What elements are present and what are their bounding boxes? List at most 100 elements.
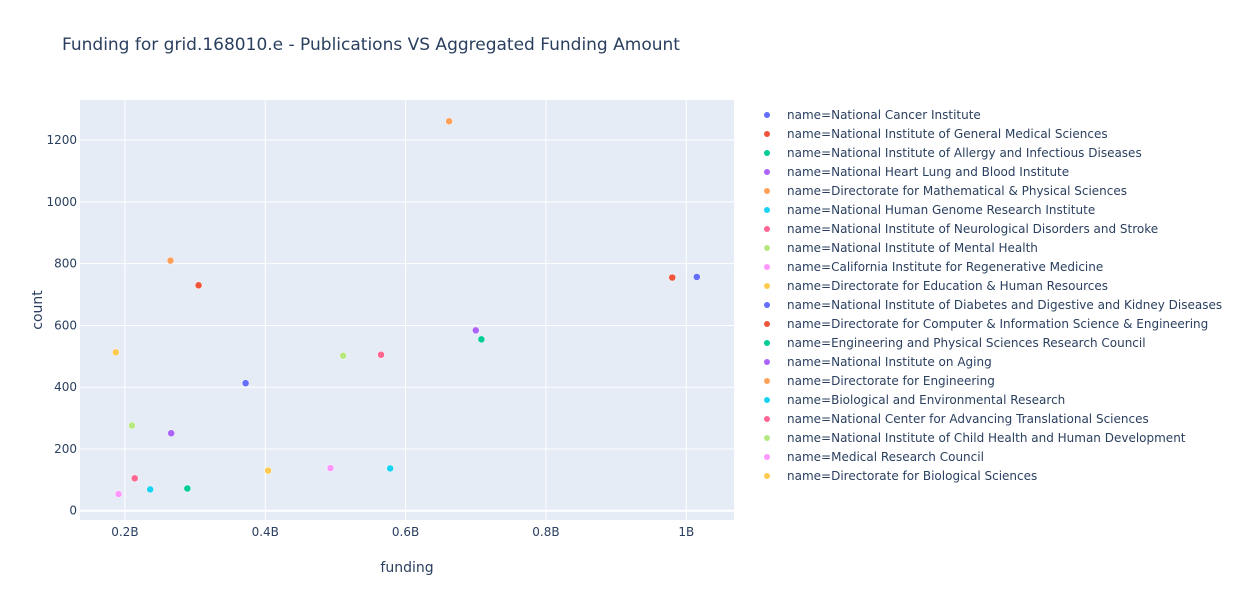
legend-item[interactable]: name=Directorate for Computer & Informat… (764, 317, 1208, 331)
legend-item[interactable]: name=National Institute of Child Health … (764, 431, 1186, 445)
legend-label: name=Medical Research Council (787, 450, 984, 464)
legend-label: name=National Center for Advancing Trans… (787, 412, 1149, 426)
legend-label: name=National Institute of Allergy and I… (787, 146, 1142, 160)
legend-item[interactable]: name=Engineering and Physical Sciences R… (764, 336, 1146, 350)
legend-label: name=Directorate for Computer & Informat… (787, 317, 1208, 331)
legend-label: name=Directorate for Mathematical & Phys… (787, 184, 1127, 198)
legend-label: name=National Institute of Child Health … (787, 431, 1186, 445)
legend-marker (764, 416, 770, 422)
legend-label: name=National Cancer Institute (787, 108, 981, 122)
legend-marker (764, 340, 770, 346)
legend-marker (764, 169, 770, 175)
axis-ticks: 0 200 400 600 800 1000 1200 0.2B 0.4B 0.6B 0.8B 1B (46, 133, 694, 539)
y-tick-label: 800 (54, 257, 77, 271)
data-point[interactable] (166, 256, 175, 265)
legend-label: name=Engineering and Physical Sciences R… (787, 336, 1146, 350)
grid-lines (80, 100, 734, 520)
legend-marker (764, 207, 770, 213)
legend-item[interactable]: name=National Human Genome Research Inst… (764, 203, 1095, 217)
legend-item[interactable]: name=National Institute of General Medic… (764, 127, 1108, 141)
legend-marker (764, 435, 770, 441)
legend-label: name=National Institute of Mental Health (787, 241, 1038, 255)
legend-marker (764, 359, 770, 365)
x-tick-label: 0.6B (392, 525, 419, 539)
data-point[interactable] (167, 429, 175, 437)
legend-marker (764, 226, 770, 232)
legend-marker (764, 131, 770, 137)
legend-label: name=Directorate for Biological Sciences (787, 469, 1037, 483)
data-point[interactable] (194, 281, 203, 290)
data-point[interactable] (377, 351, 385, 359)
data-point[interactable] (114, 490, 123, 498)
legend-item[interactable]: name=National Institute of Mental Health (764, 241, 1038, 255)
legend-label: name=National Human Genome Research Inst… (787, 203, 1095, 217)
legend-item[interactable]: name=National Center for Advancing Trans… (764, 412, 1149, 426)
chart-title: Funding for grid.168010.e - Publications… (62, 35, 680, 55)
legend-marker (764, 321, 770, 327)
data-point[interactable] (128, 421, 136, 430)
legend-item[interactable]: name=Directorate for Education & Human R… (764, 279, 1108, 293)
plot-area (80, 100, 734, 520)
data-point[interactable] (183, 484, 192, 493)
data-point[interactable] (264, 466, 272, 475)
legend-marker (764, 378, 770, 384)
data-point[interactable] (477, 335, 486, 344)
data-point[interactable] (112, 348, 120, 357)
legend-marker (764, 150, 770, 156)
legend-label: name=National Institute of Neurological … (787, 222, 1158, 236)
y-tick-label: 400 (54, 380, 77, 394)
y-tick-label: 0 (69, 504, 77, 518)
legend-marker (764, 473, 770, 479)
legend-marker (764, 264, 770, 270)
legend-marker (764, 397, 770, 403)
x-tick-label: 0.8B (532, 525, 559, 539)
legend-label: name=Biological and Environmental Resear… (787, 393, 1065, 407)
legend-item[interactable]: name=National Heart Lung and Blood Insti… (764, 165, 1069, 179)
data-point[interactable] (386, 464, 394, 473)
x-tick-label: 0.2B (111, 525, 138, 539)
legend-label: name=National Heart Lung and Blood Insti… (787, 165, 1069, 179)
legend-marker (764, 188, 770, 194)
data-point[interactable] (339, 351, 347, 360)
x-axis-title: funding (380, 560, 433, 576)
legend-label: name=Directorate for Education & Human R… (787, 279, 1108, 293)
legend[interactable]: name=National Cancer Institute name=Natio… (764, 108, 1222, 483)
legend-label: name=National Institute of General Medic… (787, 127, 1108, 141)
y-tick-label: 1000 (46, 195, 77, 209)
legend-item[interactable]: name=National Institute on Aging (764, 355, 992, 369)
legend-marker (764, 112, 770, 118)
data-point[interactable] (130, 474, 139, 483)
y-tick-label: 600 (54, 318, 77, 332)
legend-item[interactable]: name=National Cancer Institute (764, 108, 981, 122)
legend-label: name=Directorate for Engineering (787, 374, 995, 388)
data-point[interactable] (146, 485, 154, 494)
data-point[interactable] (668, 273, 676, 282)
legend-marker (764, 454, 770, 460)
legend-label: name=National Institute on Aging (787, 355, 992, 369)
legend-item[interactable]: name=Medical Research Council (764, 450, 984, 464)
legend-item[interactable]: name=National Institute of Allergy and I… (764, 146, 1142, 160)
legend-item[interactable]: name=Directorate for Engineering (764, 374, 995, 388)
x-tick-label: 1B (678, 525, 694, 539)
data-points[interactable] (112, 117, 701, 498)
legend-item[interactable]: name=Directorate for Mathematical & Phys… (764, 184, 1127, 198)
data-point[interactable] (326, 464, 335, 472)
legend-item[interactable]: name=California Institute for Regenerati… (764, 260, 1103, 274)
legend-item[interactable]: name=Biological and Environmental Resear… (764, 393, 1065, 407)
data-point[interactable] (445, 117, 453, 126)
data-point[interactable] (472, 326, 480, 335)
legend-item[interactable]: name=National Institute of Neurological … (764, 222, 1158, 236)
x-tick-label: 0.4B (252, 525, 279, 539)
legend-item[interactable]: name=Directorate for Biological Sciences (764, 469, 1037, 483)
legend-label: name=California Institute for Regenerati… (787, 260, 1103, 274)
y-tick-label: 200 (54, 442, 77, 456)
y-tick-label: 1200 (46, 133, 77, 147)
data-point[interactable] (693, 273, 701, 281)
legend-item[interactable]: name=National Institute of Diabetes and … (764, 298, 1222, 312)
legend-marker (764, 245, 770, 251)
y-axis-title: count (30, 290, 46, 330)
legend-marker (764, 302, 770, 308)
legend-label: name=National Institute of Diabetes and … (787, 298, 1222, 312)
data-point[interactable] (241, 379, 250, 387)
